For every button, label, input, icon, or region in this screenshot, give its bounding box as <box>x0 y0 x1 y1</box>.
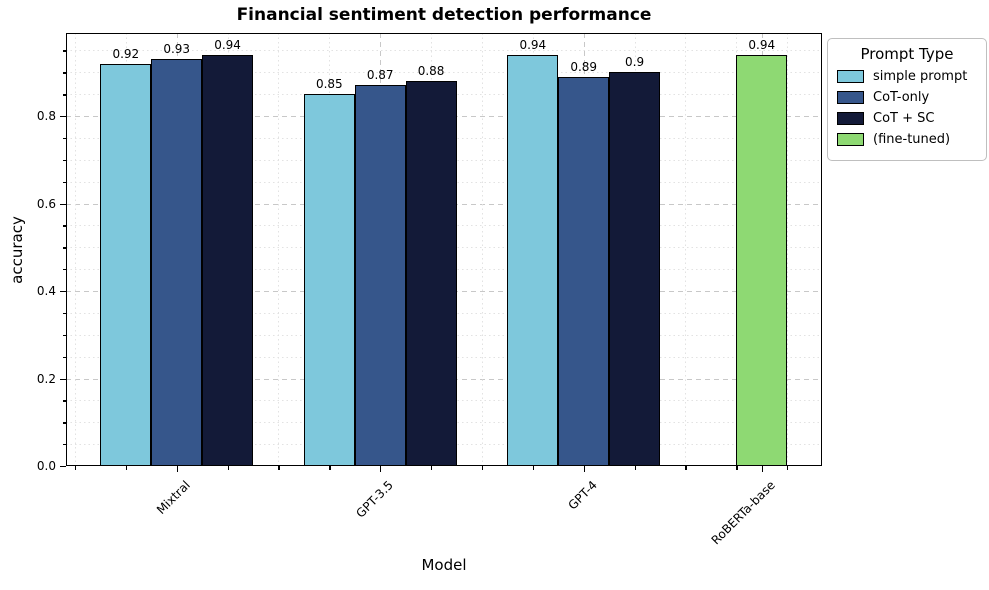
legend-label: CoT + SC <box>873 111 935 126</box>
bar-gpt-4-cot-only <box>558 76 610 466</box>
bar-value-label: 0.87 <box>366 68 394 83</box>
y-tick-mark <box>60 378 66 380</box>
y-minor-tick-mark <box>62 247 66 249</box>
x-minor-tick-mark <box>74 466 77 470</box>
legend-swatch-simple-prompt <box>837 70 864 83</box>
x-tick-label-gpt-4: GPT-4 <box>565 478 600 513</box>
chart-title: Financial sentiment detection performanc… <box>236 5 652 25</box>
bar-value-label: 0.93 <box>163 42 191 57</box>
bar-mixtral-cot-only <box>151 59 203 466</box>
gridline-y-minor <box>66 50 822 52</box>
x-minor-tick-mark <box>329 466 331 470</box>
bar-value-label: 0.88 <box>417 64 445 79</box>
x-minor-tick-mark <box>532 466 535 470</box>
bar-gpt-3-5-cot-sc <box>405 81 457 466</box>
gridline-x-minor <box>74 33 76 466</box>
y-minor-tick-mark <box>62 72 66 74</box>
bar-value-label: 0.89 <box>570 59 598 74</box>
legend-swatch-fine-tuned <box>837 133 864 146</box>
x-minor-tick-mark <box>125 466 128 470</box>
y-minor-tick-mark <box>62 356 66 358</box>
x-tick-label-gpt-3-5: GPT-3.5 <box>353 478 397 521</box>
legend-title: Prompt Type <box>860 45 954 63</box>
y-tick-mark <box>60 466 66 468</box>
y-minor-tick-mark <box>62 181 66 183</box>
x-tick-mark <box>176 466 178 472</box>
plot-area: 0.0 0.2 0.4 0.6 0.8 Mixtral GPT-3.5 GPT-4 RoBERT… <box>37 33 822 547</box>
y-tick-mark <box>60 203 66 205</box>
x-minor-tick-mark <box>278 466 280 470</box>
y-minor-tick-mark <box>62 400 66 402</box>
bar-value-label: 0.94 <box>519 37 547 52</box>
legend-label: simple prompt <box>873 69 968 84</box>
y-minor-tick-mark <box>62 50 66 52</box>
y-tick-label: 0.4 <box>36 284 56 299</box>
y-minor-tick-mark <box>62 269 66 271</box>
x-minor-tick-mark <box>634 466 636 470</box>
bar-value-label: 0.9 <box>625 55 645 70</box>
y-minor-tick-mark <box>62 137 66 140</box>
x-tick-mark <box>380 466 382 472</box>
y-minor-tick-mark <box>62 422 66 424</box>
legend: Prompt Type simple prompt CoT-only CoT + S… <box>827 38 987 161</box>
legend-entry-fine-tuned: (fine-tuned) <box>837 132 977 147</box>
x-tick-mark <box>761 466 764 472</box>
y-minor-tick-mark <box>62 334 66 337</box>
x-minor-tick-mark <box>227 466 229 470</box>
y-tick-mark <box>60 116 66 118</box>
bar-mixtral-simple-prompt <box>100 63 152 466</box>
x-minor-tick-mark <box>787 466 789 470</box>
bar-value-label: 0.94 <box>214 37 241 52</box>
legend-entry-simple-prompt: simple prompt <box>837 69 977 84</box>
legend-swatch-cot-only <box>837 91 864 104</box>
gridline-x-minor <box>278 33 280 466</box>
bar-gpt-3-5-cot-only <box>354 85 406 466</box>
y-minor-tick-mark <box>62 312 66 315</box>
bar-value-label: 0.94 <box>748 37 776 52</box>
y-minor-tick-mark <box>62 225 66 227</box>
bar-value-label: 0.92 <box>112 46 140 61</box>
x-tick-label-roberta-base: RoBERTa-base <box>708 478 778 548</box>
x-tick-label-mixtral: Mixtral <box>153 478 193 517</box>
legend-label: (fine-tuned) <box>873 132 951 147</box>
y-axis-label: accuracy <box>8 216 26 284</box>
x-tick-mark <box>583 466 585 472</box>
gridline-y-minor <box>66 72 822 74</box>
y-tick-label: 0.8 <box>36 109 56 124</box>
legend-entry-cot-sc: CoT + SC <box>837 111 977 126</box>
y-tick-label: 0.0 <box>36 459 56 473</box>
y-tick-label: 0.6 <box>36 196 56 211</box>
y-minor-tick-mark <box>62 94 66 96</box>
bar-mixtral-cot-sc <box>202 54 253 466</box>
bar-gpt-4-simple-prompt <box>507 54 559 466</box>
x-axis-label: Model <box>421 556 467 574</box>
bar-value-label: 0.85 <box>315 77 343 92</box>
x-minor-tick-mark <box>736 466 738 470</box>
gridline-x-minor <box>787 33 789 466</box>
x-minor-tick-mark <box>685 466 687 470</box>
bar-roberta-base-fine-tuned <box>736 54 788 466</box>
x-minor-tick-mark <box>481 466 484 470</box>
legend-entry-cot-only: CoT-only <box>837 90 977 105</box>
gridline-x-minor <box>481 33 483 466</box>
legend-swatch-cot-sc <box>837 112 864 125</box>
bar-gpt-4-cot-sc <box>609 72 660 466</box>
bar-gpt-3-5-simple-prompt <box>303 94 355 466</box>
y-tick-mark <box>60 291 66 293</box>
y-minor-tick-mark <box>62 444 66 446</box>
y-minor-tick-mark <box>62 159 66 162</box>
x-minor-tick-mark <box>431 466 433 470</box>
legend-label: CoT-only <box>873 90 930 105</box>
y-tick-label: 0.2 <box>36 371 56 386</box>
gridline-x-minor <box>685 33 687 466</box>
